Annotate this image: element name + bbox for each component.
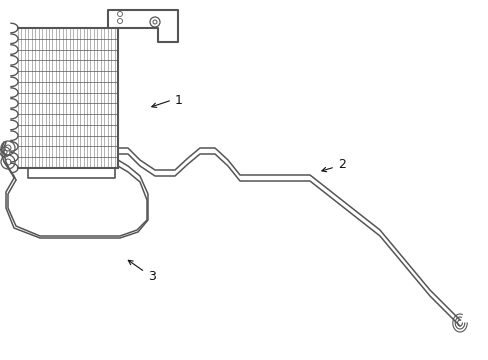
Text: 3: 3 [148, 270, 156, 283]
Text: 2: 2 [337, 158, 345, 171]
Text: 1: 1 [175, 94, 183, 107]
